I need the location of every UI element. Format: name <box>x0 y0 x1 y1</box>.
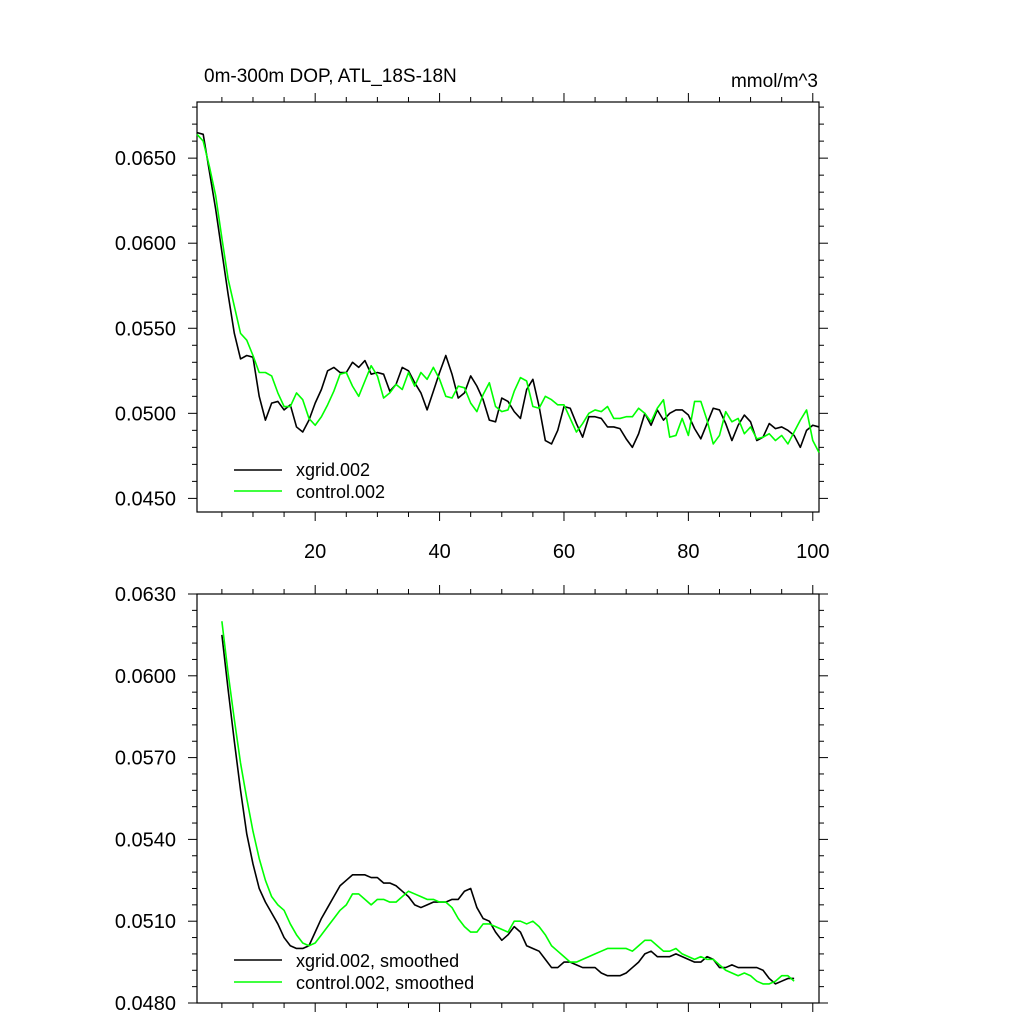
x-tick-label: 60 <box>553 541 575 563</box>
top-panel-plot: 20 40 60 80 100 0.0450 0.0500 0.0550 0.0600 0.065… <box>115 93 829 563</box>
bottom-panel-legend: xgrid.002, smoothed control.002, smoothe… <box>234 951 474 993</box>
y-tick-label: 0.0550 <box>115 318 176 340</box>
top-panel-legend: xgrid.002 control.002 <box>234 460 385 502</box>
series-line-xgrid-002 <box>196 131 820 449</box>
y-tick-label: 0.0480 <box>115 993 176 1015</box>
top-panel-units: mmol/m^3 <box>731 71 818 92</box>
legend-label-control-smoothed: control.002, smoothed <box>296 973 474 993</box>
plot-frame <box>196 101 820 513</box>
y-tick-label: 0.0600 <box>115 666 176 688</box>
y-tick-label: 0.0510 <box>115 911 176 933</box>
x-tick-label: 100 <box>796 541 829 563</box>
y-tick-label: 0.0500 <box>115 403 176 425</box>
bottom-panel-plot: 0.0480 0.0510 0.0540 0.0570 0.0600 0.0630 <box>115 584 828 1015</box>
series-line-control-002 <box>196 133 820 453</box>
x-tick-label: 40 <box>428 541 450 563</box>
legend-label-control: control.002 <box>296 482 385 502</box>
plot-frame <box>196 593 820 1004</box>
y-tick-label: 0.0600 <box>115 233 176 255</box>
y-tick-label: 0.0630 <box>115 584 176 606</box>
top-panel: 0m-300m DOP, ATL_18S-18N mmol/m^3 20 40 60… <box>115 66 830 563</box>
legend-label-xgrid-smoothed: xgrid.002, smoothed <box>296 951 459 971</box>
x-tick-label: 80 <box>677 541 699 563</box>
y-tick-label: 0.0570 <box>115 748 176 770</box>
y-tick-label: 0.0650 <box>115 148 176 170</box>
series-line-control-002-smoothed <box>221 621 795 985</box>
legend-label-xgrid: xgrid.002 <box>296 460 370 480</box>
top-panel-title: 0m-300m DOP, ATL_18S-18N <box>204 66 457 87</box>
series-line-xgrid-002-smoothed <box>221 634 795 985</box>
x-tick-label: 20 <box>304 541 326 563</box>
y-tick-label: 0.0450 <box>115 488 176 510</box>
y-tick-label: 0.0540 <box>115 829 176 851</box>
bottom-panel: 0.0480 0.0510 0.0540 0.0570 0.0600 0.0630 xgr… <box>115 584 828 1015</box>
